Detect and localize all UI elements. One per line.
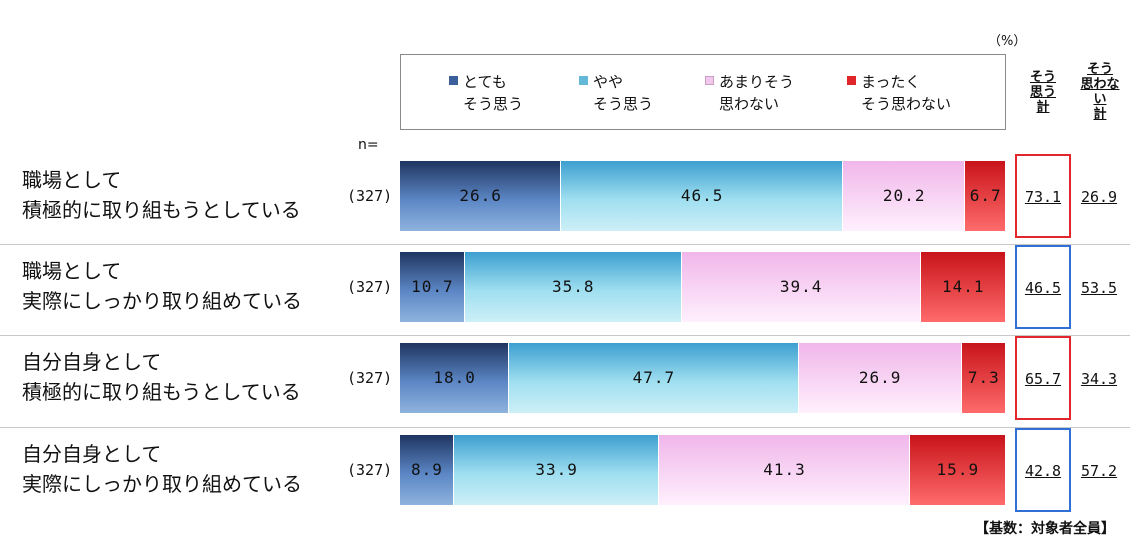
category-label-line: 積極的に取り組もうとしている [22, 198, 301, 222]
category-label: 自分自身として積極的に取り組もうとしている [22, 347, 301, 407]
bar-segment [453, 435, 660, 505]
bar-segment [400, 343, 510, 413]
bar-value-label: 15.9 [936, 460, 980, 479]
bar-segment [509, 343, 799, 413]
agree-total-header: そう 思う 計 [1029, 70, 1056, 115]
row-separator [0, 244, 1130, 245]
sample-size: (327) [347, 461, 393, 479]
category-label-line: 職場として [22, 168, 122, 192]
legend-label: そう思う [593, 95, 654, 113]
legend-label: やや [593, 73, 624, 91]
bar-segment [842, 161, 966, 231]
bar-value-label: 20.2 [882, 186, 926, 205]
row-separator [0, 335, 1130, 336]
legend-label: まったく [861, 73, 921, 91]
bar-segment [659, 435, 910, 505]
bar-segment [400, 435, 454, 505]
bar-value-label: 35.8 [552, 277, 595, 296]
disagree-total-value: 26.9 [1080, 188, 1118, 206]
bar-segment [464, 252, 682, 322]
legend-swatch [449, 76, 458, 85]
disagree-total-value: 53.5 [1080, 279, 1118, 297]
category-label-line: 積極的に取り組もうとしている [22, 380, 301, 404]
sample-size: (327) [347, 278, 393, 296]
bar-value-label: 6.7 [969, 186, 1002, 205]
bar-segment [681, 252, 921, 322]
category-label-line: 実際にしっかり取り組めている [22, 289, 302, 313]
legend-label: 思わない [719, 95, 780, 113]
category-label-line: 職場として [22, 259, 122, 283]
bar-value-label: 41.3 [763, 460, 806, 479]
legend-label: そう思う [463, 95, 524, 113]
legend-swatch [579, 76, 588, 85]
bar-value-label: 8.9 [411, 460, 443, 479]
sample-size: (327) [347, 369, 393, 387]
agree-total-value: 46.5 [1024, 279, 1062, 297]
agree-total-box [1015, 428, 1071, 512]
bar-segment [798, 343, 962, 413]
bar-segment [400, 252, 465, 322]
agree-total-box [1015, 336, 1071, 420]
footnote: 【基数：対象者全員】 [975, 521, 1115, 537]
bar-value-label: 47.7 [632, 368, 676, 387]
category-label-line: 実際にしっかり取り組めている [22, 472, 302, 496]
agree-total-value: 42.8 [1024, 462, 1062, 480]
row-separator [0, 427, 1130, 428]
bar-segment [400, 161, 562, 231]
legend-label: とても [463, 73, 507, 91]
bar-segment [561, 161, 843, 231]
category-label-line: 自分自身として [22, 442, 162, 466]
legend-label: そう思わない [861, 95, 952, 113]
agree-total-value: 65.7 [1024, 370, 1062, 388]
bar-value-label: 33.9 [535, 460, 578, 479]
unit-label: （%） [988, 34, 1027, 49]
agree-total-box [1015, 245, 1071, 329]
bar-segment [909, 435, 1006, 505]
category-label-line: 自分自身として [22, 350, 162, 374]
category-label: 自分自身として実際にしっかり取り組めている [22, 439, 302, 499]
bar-value-label: 26.6 [459, 186, 502, 205]
legend-swatch [705, 76, 714, 85]
bar-segment [920, 252, 1006, 322]
disagree-total-value: 34.3 [1080, 370, 1118, 388]
bar-value-label: 7.3 [967, 368, 1000, 387]
bar-segment [965, 161, 1006, 231]
agree-total-box [1015, 154, 1071, 238]
legend-label: あまりそう [719, 73, 795, 91]
bar-value-label: 10.7 [411, 277, 454, 296]
bar-value-label: 46.5 [680, 186, 724, 205]
category-label: 職場として実際にしっかり取り組めている [22, 256, 302, 316]
agree-total-value: 73.1 [1024, 188, 1062, 206]
bar-value-label: 18.0 [433, 368, 476, 387]
disagree-total-value: 57.2 [1080, 462, 1118, 480]
bar-segment [961, 343, 1006, 413]
legend-swatch [847, 76, 856, 85]
disagree-total-header: そう 思わな い 計 [1080, 62, 1120, 122]
n-label: n= [358, 137, 379, 153]
category-label: 職場として積極的に取り組もうとしている [22, 165, 301, 225]
legend: とても そう思う やや そう思う あまりそう 思わない まったく そう思わない [400, 54, 1006, 130]
bar-value-label: 14.1 [942, 277, 985, 296]
sample-size: (327) [347, 187, 393, 205]
bar-value-label: 39.4 [779, 277, 823, 296]
bar-value-label: 26.9 [858, 368, 902, 387]
